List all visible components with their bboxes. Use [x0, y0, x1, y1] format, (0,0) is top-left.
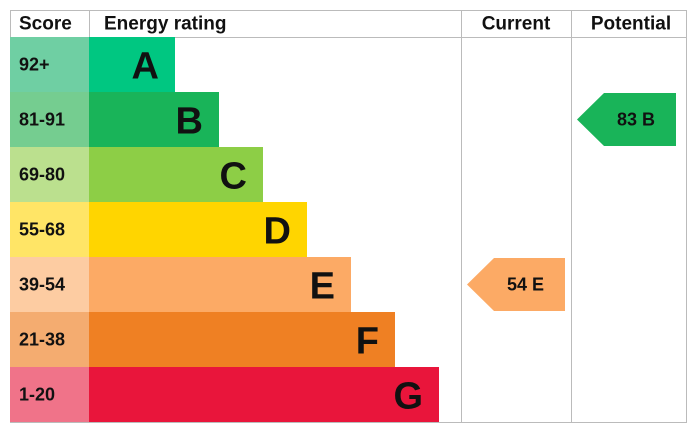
score-cell [10, 92, 89, 147]
score-cell [10, 312, 89, 367]
score-cell [10, 147, 89, 202]
rating-letter: B [176, 101, 203, 143]
score-label: 21-38 [19, 330, 65, 350]
potential-letter: B [642, 110, 655, 130]
header-rating: Energy rating [104, 14, 226, 35]
rating-bar [89, 312, 395, 367]
rating-letter: G [393, 376, 423, 418]
header-score: Score [19, 14, 72, 35]
potential-arrow [577, 93, 676, 146]
rating-bar [89, 257, 351, 312]
score-label: 55-68 [19, 220, 65, 240]
score-label: 92+ [19, 55, 50, 75]
score-label: 69-80 [19, 165, 65, 185]
score-cell [10, 257, 89, 312]
score-label: 39-54 [19, 275, 65, 295]
potential-label: 83 B [617, 110, 655, 130]
current-arrow [467, 258, 565, 311]
score-cell [10, 202, 89, 257]
rating-bar [89, 367, 439, 422]
rating-letter: D [264, 211, 291, 253]
header-current: Current [482, 14, 551, 35]
current-value: 54 [507, 275, 527, 295]
rating-letter: F [356, 321, 379, 363]
header-potential: Potential [591, 14, 671, 35]
score-cell [10, 37, 89, 92]
potential-value: 83 [617, 110, 637, 130]
rating-letter: E [310, 266, 335, 308]
rating-bar [89, 92, 219, 147]
current-label: 54 E [507, 275, 544, 295]
score-cell [10, 367, 89, 422]
rating-bar [89, 37, 175, 92]
current-letter: E [532, 275, 544, 295]
rating-bar [89, 202, 307, 257]
rating-letter: A [132, 46, 159, 88]
score-label: 81-91 [19, 110, 65, 130]
rating-letter: C [220, 156, 247, 198]
score-label: 1-20 [19, 385, 55, 405]
rating-bar [89, 147, 263, 202]
